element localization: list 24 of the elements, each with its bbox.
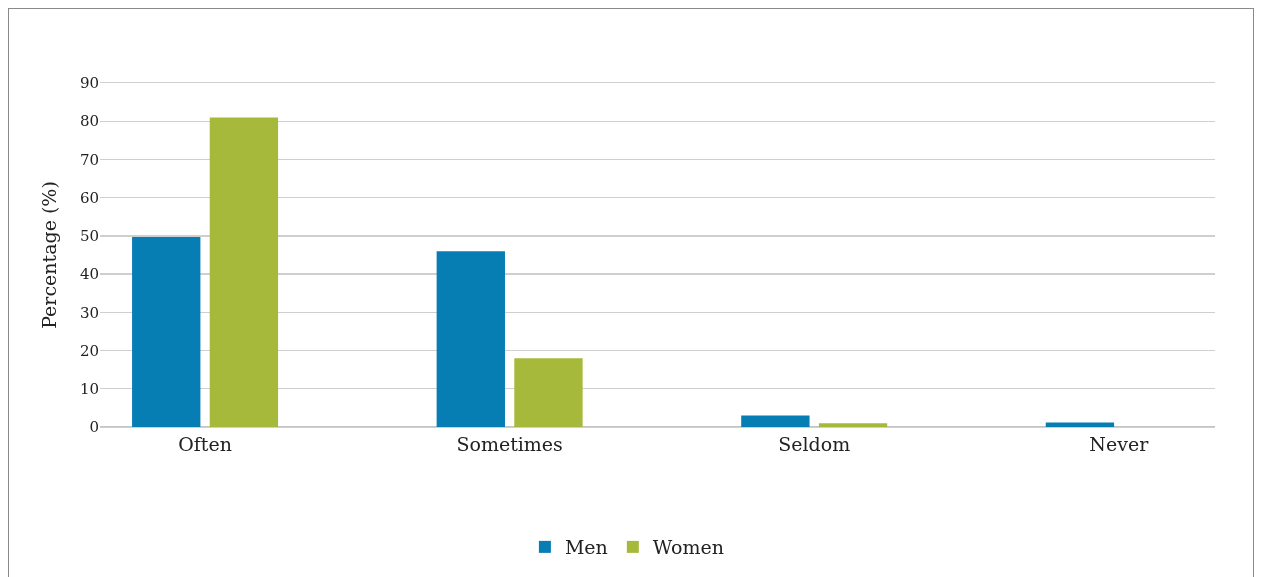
y-tick-label: 10	[79, 380, 99, 399]
y-tick-label: 0	[89, 418, 99, 437]
bar	[818, 423, 888, 427]
bar	[1045, 422, 1115, 427]
x-tick-label: Often	[178, 433, 232, 456]
legend-label: Men	[564, 536, 608, 559]
y-tick-label: 60	[79, 188, 99, 207]
bar	[209, 117, 279, 427]
bar	[741, 415, 810, 427]
legend-label: Women	[652, 536, 725, 559]
x-tick-label: Sometimes	[456, 433, 563, 456]
x-tick-label: Seldom	[778, 433, 851, 456]
y-tick-label: 50	[79, 227, 99, 246]
bar	[132, 237, 201, 427]
y-tick-label: 20	[79, 341, 99, 360]
y-tick-label: 90	[79, 74, 99, 93]
y-tick-label: 80	[79, 112, 99, 131]
y-tick-label: 30	[79, 303, 99, 322]
y-tick-label: 40	[79, 265, 99, 284]
bar	[436, 251, 505, 427]
y-axis-title: Percentage (%)	[37, 181, 60, 329]
bar	[514, 358, 583, 427]
x-tick-label: Never	[1089, 433, 1150, 456]
y-tick-label: 70	[79, 150, 99, 169]
